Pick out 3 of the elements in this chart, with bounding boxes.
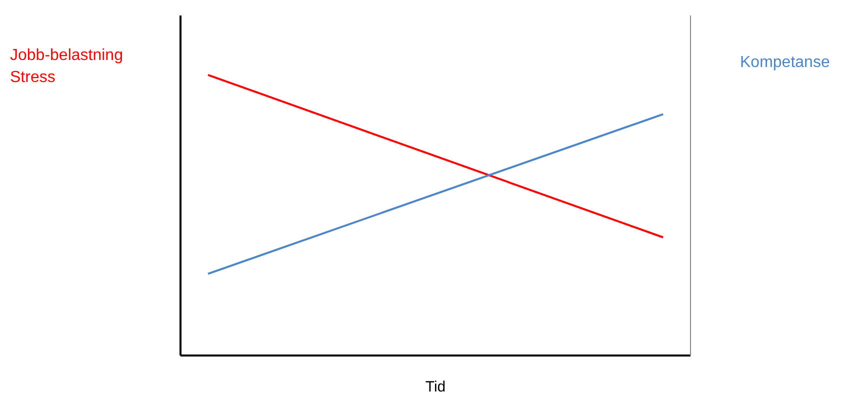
x-axis-title: Tid bbox=[425, 378, 446, 396]
text: Jobb-belastning Stress bbox=[10, 46, 123, 88]
text: Kompetanse bbox=[740, 53, 830, 73]
